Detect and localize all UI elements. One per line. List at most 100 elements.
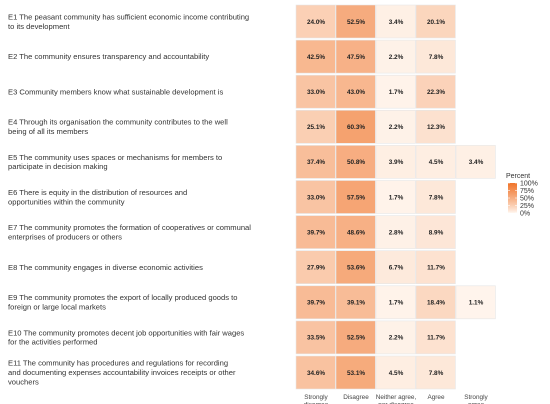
heatmap-cell xyxy=(455,145,496,179)
cell-value-label: 2.8% xyxy=(389,229,404,236)
row-label-line: E11 The community has procedures and reg… xyxy=(8,359,228,368)
heatmap-cell xyxy=(335,4,376,39)
cell-value-label: 37.4% xyxy=(307,159,325,166)
cell-value-label: 52.5% xyxy=(347,335,365,342)
cell-value-label: 1.1% xyxy=(469,300,484,307)
cell-value-label: 42.5% xyxy=(307,54,325,61)
row-label-line: E10 The community promotes decent job op… xyxy=(8,328,244,337)
row-label: E11 The community has procedures and reg… xyxy=(8,359,236,387)
heatmap-cell xyxy=(415,4,456,39)
heatmap-cell xyxy=(375,215,416,249)
heatmap-cell xyxy=(375,4,416,39)
heatmap-cell xyxy=(415,180,456,214)
legend-tick-label: 0% xyxy=(520,210,530,217)
heatmap-cell xyxy=(335,145,376,179)
cell-value-label: 4.5% xyxy=(389,370,404,377)
row-label: E3 Community members know what sustainab… xyxy=(8,87,223,96)
column-label-line: disagree xyxy=(304,402,329,404)
column-label-line: Strongly xyxy=(464,394,488,401)
heatmap-cell xyxy=(455,285,496,320)
heatmap-cell xyxy=(415,110,456,144)
heatmap-cell xyxy=(415,145,456,179)
cell-value-label: 60.3% xyxy=(347,124,365,131)
row-label-line: for the activities performed xyxy=(8,338,97,347)
heatmap-cell xyxy=(295,110,336,144)
cell-value-label: 43.0% xyxy=(347,89,365,96)
heatmap-cell xyxy=(295,180,336,214)
cell-value-label: 53.6% xyxy=(347,265,365,272)
heatmap-cell xyxy=(335,250,376,284)
heatmap-cell xyxy=(375,285,416,320)
legend-tick-label: 100% xyxy=(520,180,538,187)
cell-value-label: 27.9% xyxy=(307,265,325,272)
column-label-line: Disagree xyxy=(343,394,369,401)
heatmap-cell xyxy=(415,39,456,74)
cell-value-label: 24.0% xyxy=(307,19,325,26)
cell-value-label: 7.8% xyxy=(429,194,444,201)
cell-value-label: 39.7% xyxy=(307,229,325,236)
cell-value-label: 57.5% xyxy=(347,194,365,201)
row-label-line: to its development xyxy=(8,22,71,31)
heatmap-cell xyxy=(335,180,376,214)
cell-value-label: 47.5% xyxy=(347,54,365,61)
heatmap-cell xyxy=(295,215,336,249)
column-label: Stronglyagree xyxy=(464,394,488,404)
legend-title: Percent xyxy=(506,173,530,180)
cell-value-label: 1.7% xyxy=(389,89,404,96)
cell-value-label: 33.0% xyxy=(307,89,325,96)
row-label-line: E7 The community promotes the formation … xyxy=(8,223,251,232)
cell-value-label: 7.8% xyxy=(429,54,444,61)
row-label: E7 The community promotes the formation … xyxy=(8,223,251,241)
cell-value-label: 52.5% xyxy=(347,19,365,26)
row-label-line: foreign or large local markets xyxy=(8,303,106,312)
row-label: E6 There is equity in the distribution o… xyxy=(8,188,187,206)
legend-tick-label: 75% xyxy=(520,188,534,195)
cell-value-label: 4.5% xyxy=(429,159,444,166)
heatmap-cell xyxy=(295,320,336,355)
column-label: Neither agree,nor disagree xyxy=(376,394,417,404)
column-label: Disagree xyxy=(343,394,369,401)
heatmap-cell xyxy=(335,39,376,74)
heatmap-cell xyxy=(415,320,456,355)
cell-value-label: 33.0% xyxy=(307,194,325,201)
row-label-line: E1 The peasant community has sufficient … xyxy=(8,12,249,21)
cell-value-label: 11.7% xyxy=(427,335,445,342)
heatmap-cell xyxy=(375,110,416,144)
cell-value-label: 1.7% xyxy=(389,194,404,201)
cell-value-label: 3.9% xyxy=(389,159,404,166)
cell-value-label: 33.5% xyxy=(307,335,325,342)
heatmap-cell xyxy=(375,180,416,214)
cell-value-label: 39.7% xyxy=(307,300,325,307)
column-label-line: Neither agree, xyxy=(376,394,417,401)
column-label-line: agree xyxy=(468,402,485,404)
heatmap-cell xyxy=(375,320,416,355)
cell-value-label: 3.4% xyxy=(469,159,484,166)
row-label-line: opportunities within the community xyxy=(8,197,125,206)
row-label-line: vouchers xyxy=(8,378,39,387)
row-label: E2 The community ensures transparency an… xyxy=(8,52,209,61)
heatmap-cell xyxy=(375,145,416,179)
heatmap-cell xyxy=(335,74,376,109)
cell-value-label: 53.1% xyxy=(347,370,365,377)
row-label-line: enterprises of producers or others xyxy=(8,232,122,241)
column-label: Stronglydisagree xyxy=(304,394,329,404)
heatmap-cell xyxy=(375,74,416,109)
row-label: E9 The community promotes the export of … xyxy=(8,293,238,311)
heatmap-cell xyxy=(375,250,416,284)
row-label-line: E4 Through its organisation the communit… xyxy=(8,118,228,127)
cell-value-label: 39.1% xyxy=(347,300,365,307)
cell-value-label: 2.2% xyxy=(389,54,404,61)
row-label-line: and documenting expenses accountability … xyxy=(8,368,236,377)
column-label-line: Strongly xyxy=(304,394,328,401)
cell-value-label: 2.2% xyxy=(389,124,404,131)
row-label: E4 Through its organisation the communit… xyxy=(8,118,228,136)
cell-value-label: 3.4% xyxy=(389,19,404,26)
heatmap-cell xyxy=(415,250,456,284)
column-label-line: nor disagree xyxy=(378,402,414,404)
heatmap-cell xyxy=(415,74,456,109)
legend-tick-label: 50% xyxy=(520,195,534,202)
column-label: Agree xyxy=(427,394,444,401)
legend-colorbar xyxy=(508,183,517,213)
cell-value-label: 2.2% xyxy=(389,335,404,342)
